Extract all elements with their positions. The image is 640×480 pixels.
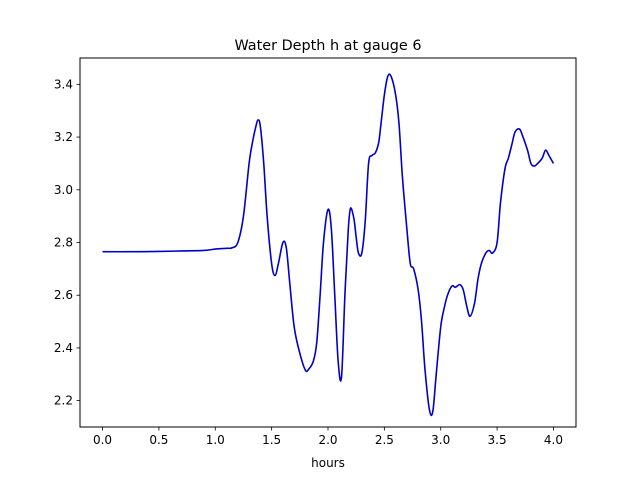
x-tick-label: 4.0 — [544, 433, 563, 447]
y-tick-label: 3.4 — [54, 77, 73, 91]
x-tick-label: 2.5 — [375, 433, 394, 447]
plot-area-frame — [79, 57, 577, 428]
y-tick-label: 2.4 — [54, 341, 73, 355]
x-axis-label: hours — [311, 456, 345, 470]
y-tick-label: 2.2 — [54, 394, 73, 408]
y-axis-ticks: 2.2 2.4 2.6 2.8 3.0 3.2 3.4 — [54, 77, 80, 408]
x-axis-ticks: 0.0 0.5 1.0 1.5 2.0 2.5 3.0 3.5 4.0 — [93, 427, 563, 447]
y-tick-label: 2.8 — [54, 236, 73, 250]
x-tick-label: 3.5 — [488, 433, 507, 447]
x-tick-label: 1.5 — [262, 433, 281, 447]
x-tick-label: 0.0 — [93, 433, 112, 447]
y-tick-label: 2.6 — [54, 288, 73, 302]
chart-title: Water Depth h at gauge 6 — [234, 38, 421, 54]
series-layer — [102, 73, 555, 417]
x-tick-label: 3.0 — [431, 433, 450, 447]
series-line — [102, 73, 555, 417]
x-tick-label: 2.0 — [318, 433, 337, 447]
y-tick-label: 3.0 — [54, 183, 73, 197]
x-tick-label: 0.5 — [149, 433, 168, 447]
y-tick-label: 3.2 — [54, 130, 73, 144]
x-tick-label: 1.0 — [206, 433, 225, 447]
